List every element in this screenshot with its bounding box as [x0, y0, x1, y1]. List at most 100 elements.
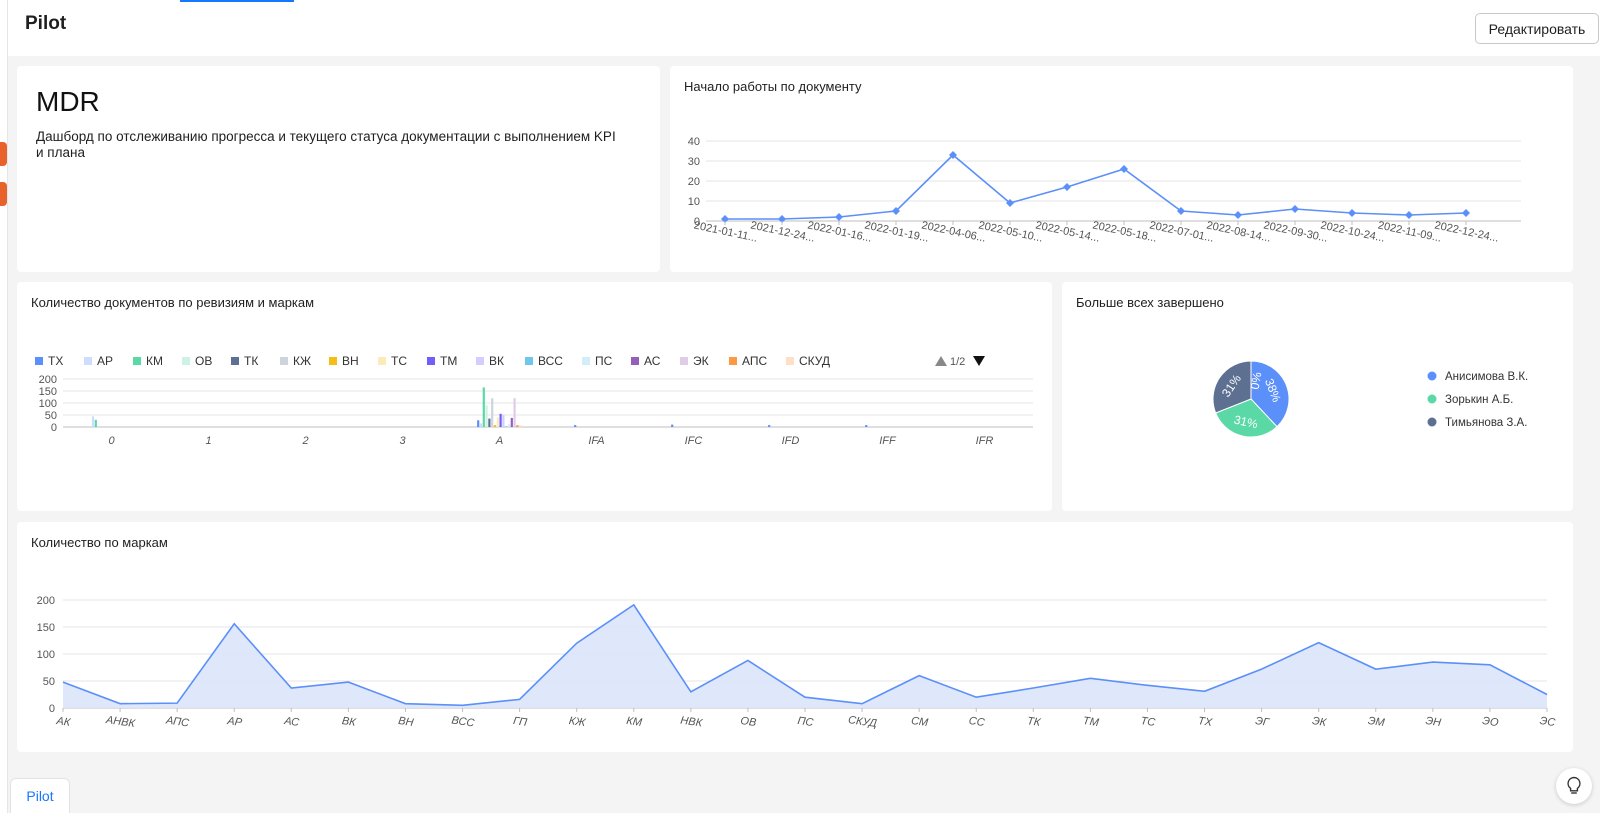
x-tick-label: ЭС — [1539, 715, 1556, 729]
y-tick-label: 200 — [37, 595, 55, 607]
legend-marker — [680, 357, 688, 365]
tab-pilot[interactable]: Pilot — [10, 778, 70, 813]
pie-slice — [1215, 398, 1278, 438]
legend-marker — [427, 357, 435, 365]
x-tick-label: АК — [55, 715, 72, 729]
legend-label: ТС — [391, 354, 407, 368]
start-work-card: Начало работы по документу 0 10 20 30 40 2021… — [670, 66, 1573, 272]
legend-label: ТХ — [48, 354, 63, 368]
mdr-title: MDR — [36, 86, 100, 117]
x-tick-label: АС — [283, 715, 300, 729]
top-completed-title: Больше всех завершено — [1076, 295, 1224, 310]
legend-label: ТК — [244, 354, 258, 368]
legend-label: КЖ — [293, 354, 311, 368]
x-tick-label: 2022-05-10... — [977, 219, 1044, 244]
revisions-bar-chart[interactable]: ТХ АР КМ ОВ ТК КЖ ВН ТС ТМ ВК ВСС ПС АС ЭК АПС СКУД 1/2 0… — [17, 282, 1052, 511]
legend-marker — [525, 357, 533, 365]
legend-label: АПС — [742, 354, 767, 368]
x-tick-label: 2022-07-01... — [1148, 219, 1215, 244]
side-tab-marker[interactable] — [0, 142, 7, 166]
revisions-title: Количество документов по ревизиям и марк… — [31, 295, 315, 310]
x-tick-label: A — [495, 435, 503, 447]
data-point — [1120, 165, 1128, 173]
top-completed-pie-chart[interactable]: 38%31%31% 0% Анисимова В.К.Зорькин А.Б.Тим… — [1062, 282, 1573, 511]
page-title: Pilot — [25, 13, 67, 34]
by-mark-card: Количество по маркам 0 50 100 150 200 АК АНВК А… — [17, 522, 1573, 752]
mdr-description: Дашборд по отслеживанию прогресса и теку… — [36, 129, 616, 160]
pie-slice — [1250, 360, 1290, 428]
x-tick-label: IFC — [685, 435, 703, 447]
x-tick-label: 2022-04-06... — [920, 219, 987, 244]
side-tab-marker[interactable] — [0, 182, 7, 206]
x-tick-label: 2022-05-14... — [1034, 219, 1101, 244]
bar — [671, 424, 674, 427]
x-tick-label: 2022-08-14... — [1205, 219, 1272, 244]
x-tick-label: ЭГ — [1254, 715, 1270, 729]
legend-marker — [133, 357, 141, 365]
y-tick-label: 50 — [45, 410, 57, 422]
edit-button[interactable]: Редактировать — [1475, 13, 1599, 44]
data-point — [835, 213, 843, 221]
x-tick-label: ТС — [1140, 715, 1156, 729]
bar — [482, 387, 485, 427]
x-tick-label: IFF — [879, 435, 897, 447]
lightbulb-icon — [1565, 776, 1583, 796]
y-tick-label: 0 — [51, 422, 57, 434]
data-point — [1348, 209, 1356, 217]
top-completed-card: Больше всех завершено 38% 31% 31% 0% Анисимо… — [1062, 282, 1573, 511]
start-work-title: Начало работы по документу — [684, 79, 862, 94]
by-mark-area-chart[interactable]: 0 50 100 150 200 АК АНВК АПС АР АС ВК ВН ВСС ГП КЖ КМ НВ… — [17, 522, 1573, 752]
y-tick-label: 50 — [43, 676, 55, 688]
bar — [477, 420, 480, 427]
y-tick-label: 10 — [688, 196, 700, 208]
x-tick-label: 0 — [108, 435, 115, 447]
data-point — [1234, 211, 1242, 219]
x-tick-label: 2021-01-11... — [693, 219, 759, 244]
data-point — [1063, 183, 1071, 191]
x-tick-label: ВК — [341, 715, 357, 729]
legend-marker — [231, 357, 239, 365]
start-work-line-chart[interactable]: 0102030402021-01-11...2021-12-24...2022-… — [670, 66, 1573, 272]
legend-page-indicator: 1/2 — [950, 356, 965, 368]
legend-label: ПС — [595, 354, 613, 368]
x-tick-label: 2022-01-19... — [863, 219, 930, 244]
data-point — [1006, 199, 1014, 207]
help-button[interactable] — [1556, 768, 1592, 804]
legend-label: ВН — [342, 354, 359, 368]
area-fill — [63, 604, 1547, 708]
legend-label: КМ — [146, 354, 163, 368]
legend-marker — [35, 357, 43, 365]
legend-marker — [1427, 371, 1437, 381]
x-tick-label: ВН — [397, 715, 414, 729]
bar — [510, 417, 513, 427]
x-tick-label: 2022-05-18... — [1091, 219, 1158, 244]
legend-marker — [329, 357, 337, 365]
bar — [507, 424, 511, 427]
by-mark-title: Количество по маркам — [31, 535, 168, 550]
x-tick-label: 2022-09-30... — [1262, 219, 1329, 244]
bar — [502, 415, 505, 427]
y-tick-label: 150 — [39, 386, 57, 398]
bar — [768, 425, 771, 427]
legend-label: АС — [644, 354, 661, 368]
series-line — [62, 603, 1548, 707]
y-tick-label: 0 — [694, 216, 700, 228]
bar — [499, 413, 502, 427]
header-bar: Pilot Редактировать — [8, 0, 1600, 56]
data-point — [1291, 205, 1299, 213]
x-tick-label: НВК — [680, 715, 704, 730]
bar — [493, 425, 497, 427]
left-sidebar-edge — [0, 0, 8, 813]
x-tick-label: 2022-01-16... — [806, 219, 873, 244]
legend-label: ЭК — [693, 354, 709, 368]
bar — [485, 405, 488, 427]
legend-label: ОВ — [195, 354, 212, 368]
x-tick-label: ЭО — [1481, 715, 1499, 729]
x-tick-label: ОВ — [740, 715, 757, 729]
x-tick-label: ВСС — [451, 714, 475, 729]
bar — [479, 423, 483, 427]
x-tick-label: IFD — [782, 435, 800, 447]
data-point — [892, 207, 900, 215]
legend-label: Зорькин А.Б. — [1445, 394, 1513, 406]
y-tick-label: 100 — [39, 398, 57, 410]
